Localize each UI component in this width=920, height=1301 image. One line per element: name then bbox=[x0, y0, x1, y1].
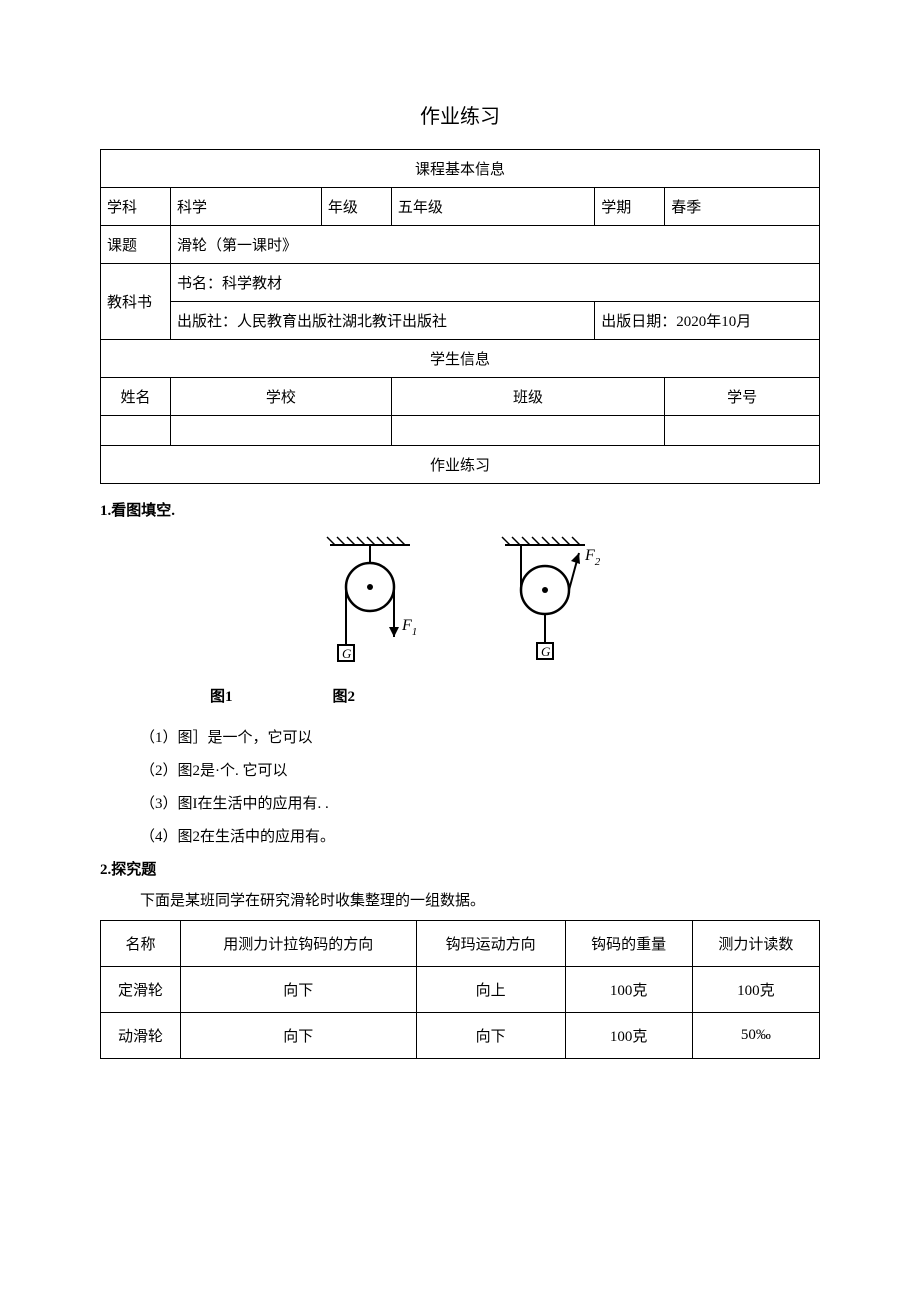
col-pull-direction: 用测力计拉钩码的方向 bbox=[181, 921, 417, 967]
question-2-heading: 2.探究题 bbox=[100, 858, 820, 879]
topic-value: 滑轮（第一课时》 bbox=[171, 226, 820, 264]
table-cell: 向上 bbox=[416, 967, 565, 1013]
subject-label: 学科 bbox=[101, 188, 171, 226]
topic-label: 课题 bbox=[101, 226, 171, 264]
question-1-4: （4）图2在生活中的应用有。 bbox=[140, 825, 820, 846]
question-1-heading: 1.看图填空. bbox=[100, 499, 820, 520]
page-title: 作业练习 bbox=[100, 100, 820, 129]
grade-label: 年级 bbox=[321, 188, 391, 226]
col-reading: 测力计读数 bbox=[692, 921, 819, 967]
student-school-label: 学校 bbox=[171, 378, 392, 416]
student-school-field[interactable] bbox=[171, 416, 392, 446]
figure-1-label: 图1 bbox=[210, 685, 233, 706]
worksheet-header: 作业练习 bbox=[101, 446, 820, 484]
student-name-field[interactable] bbox=[101, 416, 171, 446]
student-class-label: 班级 bbox=[391, 378, 664, 416]
student-id-label: 学号 bbox=[665, 378, 820, 416]
col-name: 名称 bbox=[101, 921, 181, 967]
weight-g-label: G bbox=[342, 646, 352, 661]
student-name-label: 姓名 bbox=[101, 378, 171, 416]
term-label: 学期 bbox=[595, 188, 665, 226]
grade-value: 五年级 bbox=[391, 188, 594, 226]
textbook-label: 教科书 bbox=[101, 264, 171, 340]
table-row: 动滑轮 向下 向下 100克 50‰ bbox=[101, 1013, 820, 1059]
table-cell: 向下 bbox=[181, 967, 417, 1013]
table-cell: 向下 bbox=[181, 1013, 417, 1059]
course-info-header: 课程基本信息 bbox=[101, 150, 820, 188]
table-cell: 向下 bbox=[416, 1013, 565, 1059]
student-id-field[interactable] bbox=[665, 416, 820, 446]
col-move-direction: 钩玛运动方向 bbox=[416, 921, 565, 967]
table-cell: 动滑轮 bbox=[101, 1013, 181, 1059]
question-1-2: （2）图2是·个. 它可以 bbox=[140, 759, 820, 780]
figure-2-label: 图2 bbox=[333, 685, 356, 706]
table-cell: 定滑轮 bbox=[101, 967, 181, 1013]
subject-value: 科学 bbox=[171, 188, 322, 226]
question-1-1: （1）图］是一个，它可以 bbox=[140, 726, 820, 747]
question-2-intro: 下面是某班同学在研究滑轮时收集整理的一组数据。 bbox=[140, 889, 820, 910]
course-info-table: 课程基本信息 学科 科学 年级 五年级 学期 春季 课题 滑轮（第一课时》 教科… bbox=[100, 149, 820, 484]
table-row: 定滑轮 向下 向上 100克 100克 bbox=[101, 967, 820, 1013]
pub-date-value: 出版日期：2020年10月 bbox=[595, 302, 820, 340]
question-1-3: （3）图I在生活中的应用有. . bbox=[140, 792, 820, 813]
pulley-data-table: 名称 用测力计拉钩码的方向 钩玛运动方向 钩码的重量 测力计读数 定滑轮 向下 … bbox=[100, 920, 820, 1059]
movable-pulley-diagram: G F2 bbox=[485, 535, 615, 675]
student-info-header: 学生信息 bbox=[101, 340, 820, 378]
force-f2-label: F2 bbox=[584, 547, 601, 568]
col-weight: 钩码的重量 bbox=[565, 921, 692, 967]
table-cell: 100克 bbox=[565, 1013, 692, 1059]
fixed-pulley-diagram: G F1 bbox=[305, 535, 435, 675]
weight-g-label-2: G bbox=[541, 644, 551, 659]
table-cell: 100克 bbox=[565, 967, 692, 1013]
publisher-value: 出版社：人民教育出版社湖北教讦出版社 bbox=[171, 302, 595, 340]
textbook-name: 书名：科学教材 bbox=[171, 264, 820, 302]
table-header-row: 名称 用测力计拉钩码的方向 钩玛运动方向 钩码的重量 测力计读数 bbox=[101, 921, 820, 967]
pulley-diagrams: G F1 G F2 bbox=[100, 535, 820, 675]
table-cell: 50‰ bbox=[692, 1013, 819, 1059]
force-f1-label: F1 bbox=[401, 617, 417, 638]
term-value: 春季 bbox=[665, 188, 820, 226]
student-class-field[interactable] bbox=[391, 416, 664, 446]
table-cell: 100克 bbox=[692, 967, 819, 1013]
